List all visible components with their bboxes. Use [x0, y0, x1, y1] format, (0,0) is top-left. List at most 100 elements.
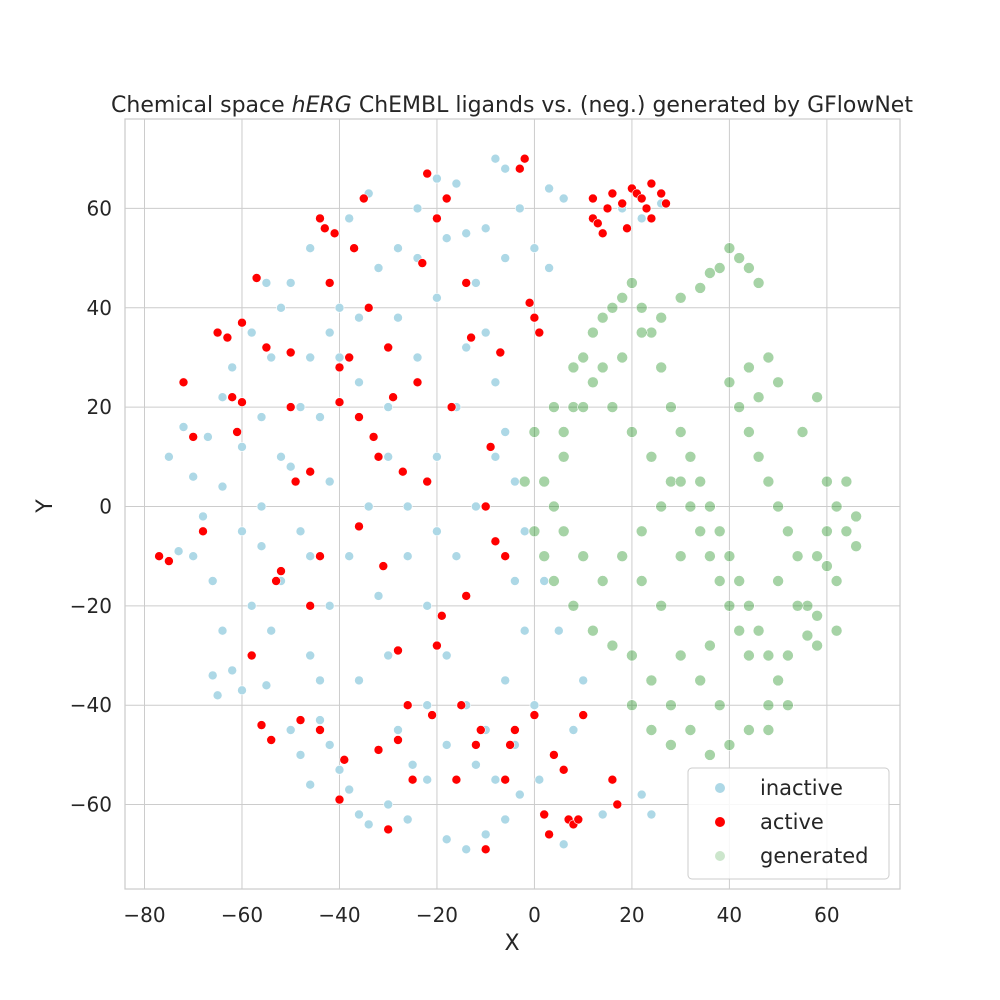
generated-point	[626, 649, 638, 662]
inactive-point	[471, 278, 481, 288]
inactive-point	[266, 352, 277, 363]
generated-point	[723, 599, 736, 612]
inactive-point	[432, 451, 442, 462]
generated-point	[762, 699, 775, 712]
generated-point	[830, 575, 843, 587]
active-point	[373, 745, 384, 755]
generated-point	[557, 450, 570, 463]
inactive-point	[285, 725, 296, 735]
active-point	[432, 213, 442, 224]
inactive-point	[334, 302, 345, 313]
inactive-point	[534, 774, 545, 785]
active-point	[451, 774, 462, 785]
inactive-point	[514, 789, 525, 800]
active-point	[661, 198, 671, 209]
active-point	[305, 466, 316, 477]
inactive-point	[256, 501, 267, 512]
active-point	[397, 466, 408, 477]
active-point	[622, 223, 632, 234]
generated-point	[791, 550, 804, 563]
y-tick-label: 60	[87, 196, 112, 220]
y-tick-label: 20	[87, 395, 112, 419]
active-point	[222, 332, 233, 343]
inactive-point	[246, 600, 257, 611]
generated-point	[587, 624, 599, 637]
generated-point	[743, 262, 755, 274]
active-point	[188, 432, 198, 442]
generated-point	[723, 242, 736, 254]
active-point	[285, 347, 296, 358]
active-point	[480, 844, 491, 855]
generated-point	[548, 575, 560, 587]
generated-point	[538, 550, 551, 563]
active-point	[456, 700, 467, 711]
active-point	[558, 764, 569, 775]
active-point	[315, 213, 325, 224]
inactive-point	[373, 591, 384, 601]
inactive-point	[558, 839, 569, 850]
active-point	[646, 178, 657, 189]
legend-marker-generated	[715, 851, 725, 861]
inactive-point	[383, 799, 394, 810]
inactive-point	[324, 600, 335, 611]
inactive-point	[354, 377, 364, 388]
generated-point	[655, 500, 668, 513]
generated-point	[694, 475, 707, 488]
generated-point	[596, 361, 609, 374]
generated-point	[674, 426, 687, 438]
inactive-point	[597, 809, 608, 820]
generated-point	[665, 401, 677, 413]
generated-point	[626, 699, 638, 712]
y-tick-label: −60	[70, 793, 112, 817]
active-point	[354, 521, 364, 532]
generated-point	[616, 351, 629, 364]
active-point	[339, 754, 350, 765]
generated-point	[665, 475, 677, 488]
inactive-point	[432, 173, 442, 184]
generated-point	[626, 277, 638, 289]
plot-area	[124, 118, 901, 890]
inactive-point	[383, 451, 394, 462]
active-point	[198, 526, 208, 537]
generated-point	[762, 351, 775, 364]
generated-point	[752, 450, 765, 463]
x-tick-label: 40	[717, 903, 742, 927]
inactive-point	[519, 625, 530, 636]
active-point	[324, 278, 335, 288]
generated-point	[772, 376, 784, 389]
generated-point	[713, 525, 726, 538]
generated-point	[557, 525, 570, 538]
generated-point	[733, 401, 746, 413]
inactive-point	[480, 829, 491, 840]
x-tick-label: −40	[318, 903, 360, 927]
active-point	[266, 735, 277, 745]
generated-point	[538, 475, 551, 488]
generated-point	[645, 450, 658, 463]
active-point	[358, 193, 369, 204]
active-point	[505, 740, 515, 750]
active-point	[329, 228, 340, 239]
active-point	[436, 610, 447, 621]
generated-point	[821, 475, 833, 488]
inactive-series	[164, 153, 667, 855]
generated-point	[528, 525, 541, 538]
inactive-point	[393, 725, 403, 735]
inactive-point	[519, 526, 530, 537]
x-tick-label: 20	[619, 903, 644, 927]
generated-point	[723, 739, 736, 751]
inactive-point	[295, 750, 306, 760]
active-point	[393, 735, 403, 745]
generated-point	[743, 426, 755, 438]
generated-point	[548, 401, 560, 413]
inactive-point	[354, 809, 364, 820]
generated-point	[596, 575, 609, 587]
active-point	[607, 774, 618, 785]
generated-series	[518, 242, 862, 761]
active-point	[612, 799, 623, 810]
inactive-point	[407, 759, 418, 770]
inactive-point	[276, 451, 286, 462]
active-point	[412, 377, 423, 388]
generated-point	[635, 525, 648, 538]
inactive-point	[412, 203, 423, 214]
generated-point	[518, 475, 531, 488]
